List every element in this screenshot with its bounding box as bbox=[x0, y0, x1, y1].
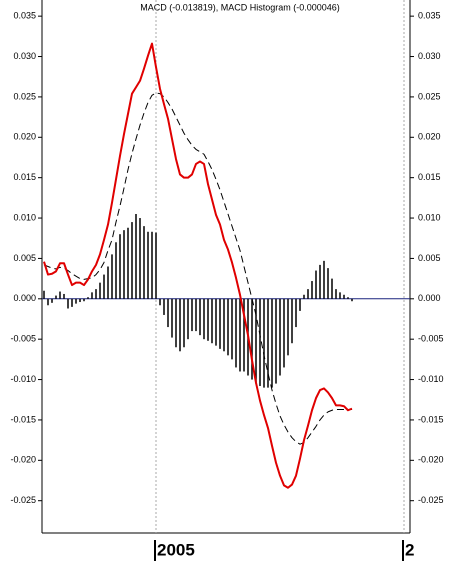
y-tick-label: 0.025 bbox=[13, 91, 36, 101]
y-tick-label-right: -0.020 bbox=[418, 455, 444, 465]
y-tick-label: -0.005 bbox=[10, 334, 36, 344]
x-tick-label: 2 bbox=[405, 540, 414, 559]
y-tick-label-right: -0.025 bbox=[418, 495, 444, 505]
y-tick-label-right: -0.015 bbox=[418, 414, 444, 424]
y-tick-label-right: 0.035 bbox=[418, 11, 441, 21]
y-tick-label: 0.010 bbox=[13, 212, 36, 222]
y-tick-label-right: 0.005 bbox=[418, 253, 441, 263]
y-tick-label: 0.030 bbox=[13, 51, 36, 61]
macd-line bbox=[43, 42, 353, 489]
y-tick-label: 0.000 bbox=[13, 293, 36, 303]
y-tick-label-right: 0.025 bbox=[418, 91, 441, 101]
y-tick-label: 0.005 bbox=[13, 253, 36, 263]
y-tick-label: 0.035 bbox=[13, 11, 36, 21]
y-tick-label: 0.020 bbox=[13, 132, 36, 142]
y-tick-label-right: -0.010 bbox=[418, 374, 444, 384]
y-tick-label-right: 0.010 bbox=[418, 212, 441, 222]
x-tick-label: 2005 bbox=[157, 540, 195, 559]
y-tick-label-right: 0.015 bbox=[418, 172, 441, 182]
y-tick-label: -0.015 bbox=[10, 414, 36, 424]
y-tick-label: 0.015 bbox=[13, 172, 36, 182]
y-tick-label-right: 0.000 bbox=[418, 293, 441, 303]
y-tick-label-right: 0.020 bbox=[418, 132, 441, 142]
y-tick-label: -0.020 bbox=[10, 455, 36, 465]
y-tick-label-right: -0.005 bbox=[418, 334, 444, 344]
chart-title: MACD (-0.013819), MACD Histogram (-0.000… bbox=[140, 2, 340, 12]
signal-line bbox=[43, 92, 352, 445]
y-tick-label: -0.010 bbox=[10, 374, 36, 384]
y-tick-label: -0.025 bbox=[10, 495, 36, 505]
y-tick-label-right: 0.030 bbox=[418, 51, 441, 61]
